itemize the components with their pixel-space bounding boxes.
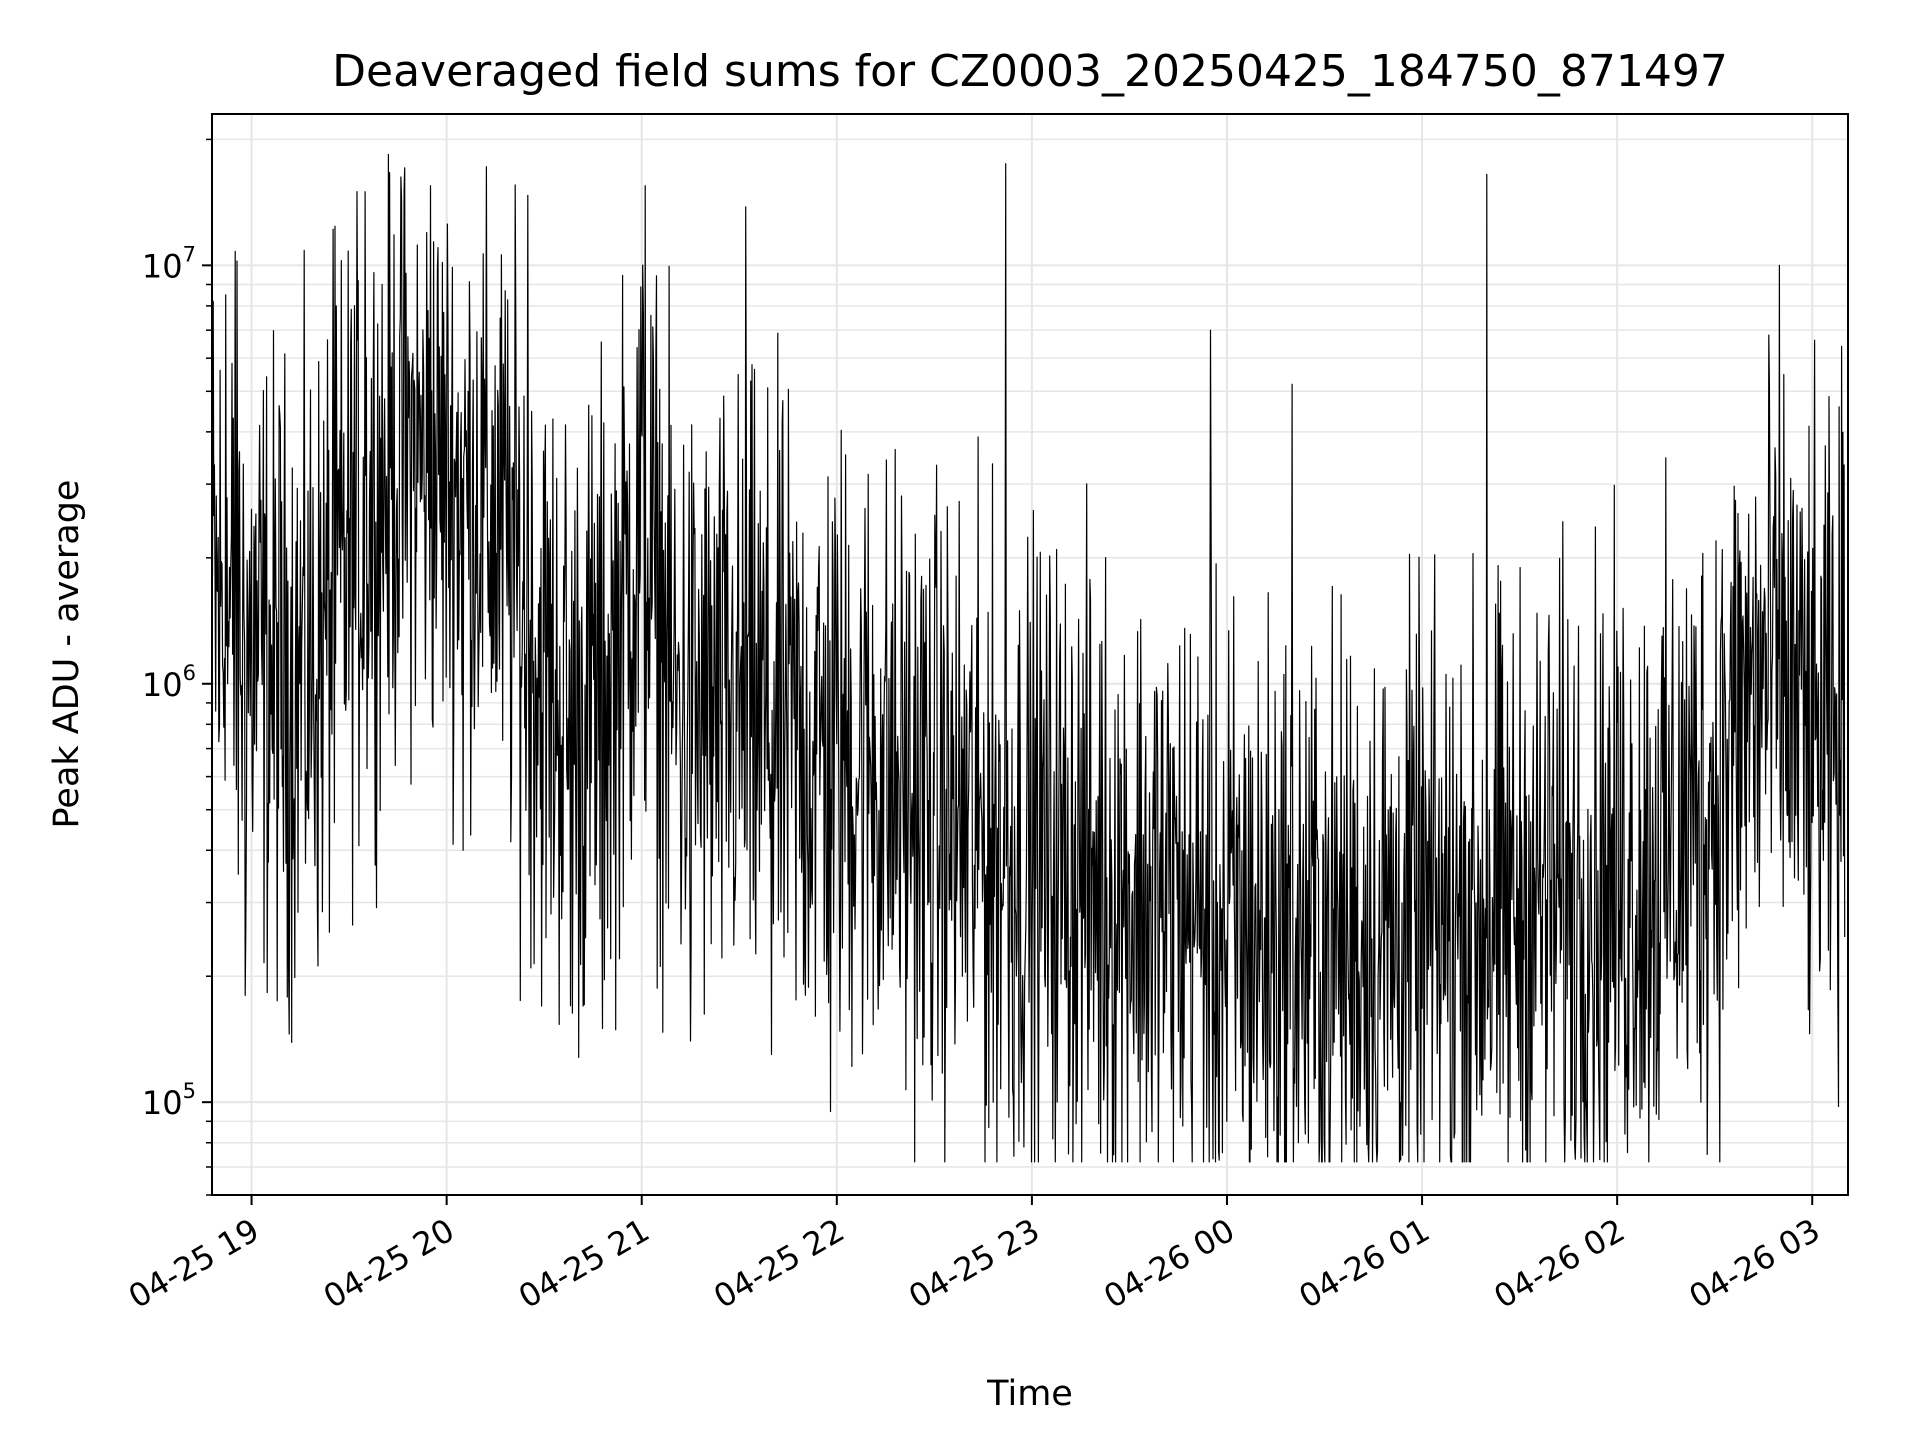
series-line: [212, 153, 1846, 1163]
y-tick-labels: 105 106 107: [142, 242, 196, 1122]
y-axis-label: Peak ADU - average: [47, 480, 87, 829]
y-tick-label: 105: [142, 1079, 196, 1122]
y-tick-label: 107: [142, 242, 196, 285]
plot-frame: [211, 113, 1849, 1196]
x-axis-label: Time: [986, 1374, 1073, 1414]
chart-title: Deaveraged field sums for CZ0003_2025042…: [332, 46, 1728, 97]
line-series: [212, 153, 1846, 1163]
ticks: [202, 138, 1814, 1205]
y-tick-label: 106: [142, 661, 196, 704]
